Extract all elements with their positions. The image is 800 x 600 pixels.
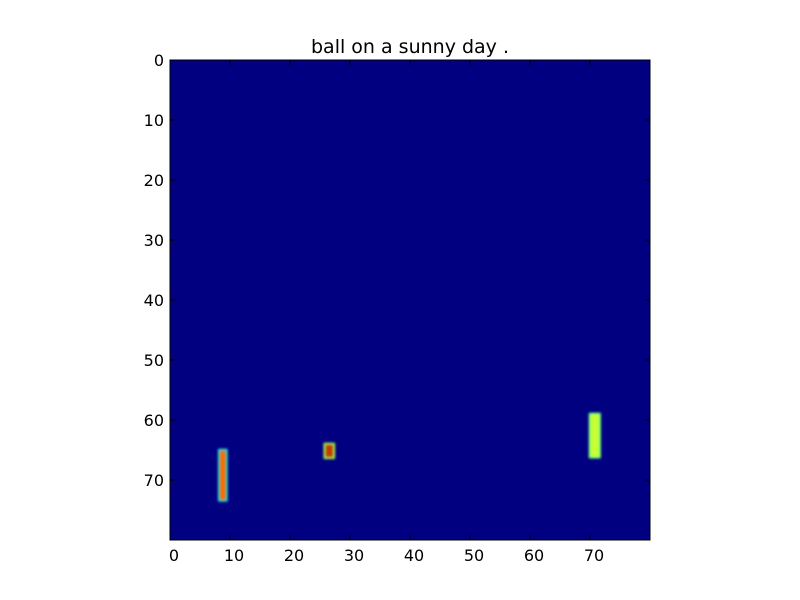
x-tick-label: 10 — [224, 546, 244, 565]
heatmap-blob-middle-bar — [323, 442, 335, 459]
y-axis: 0 10 20 30 40 50 60 70 — [144, 51, 650, 490]
x-tick-label: 50 — [464, 546, 484, 565]
y-tick-label: 40 — [144, 291, 164, 310]
y-tick-label: 70 — [144, 471, 164, 490]
y-tick-label: 50 — [144, 351, 164, 370]
y-tick-label: 0 — [154, 51, 164, 70]
y-tick-label: 60 — [144, 411, 164, 430]
blob-core — [220, 450, 226, 500]
y-tick-label: 30 — [144, 231, 164, 250]
x-tick-label: 30 — [344, 546, 364, 565]
y-tick-label: 10 — [144, 111, 164, 130]
x-tick-label: 40 — [404, 546, 424, 565]
blob-core — [590, 414, 599, 457]
x-tick-label: 60 — [524, 546, 544, 565]
chart-title: ball on a sunny day . — [311, 36, 509, 58]
x-tick-label: 0 — [169, 546, 179, 565]
x-tick-label: 20 — [284, 546, 304, 565]
y-tick-label: 20 — [144, 171, 164, 190]
plot-background — [170, 60, 650, 540]
heatmap-blob-right-bar — [588, 412, 601, 459]
heatmap-blob-left-bar — [218, 448, 228, 502]
heatmap-blobs — [218, 412, 601, 502]
x-axis: 0 10 20 30 40 50 60 70 — [169, 60, 604, 565]
x-tick-label: 70 — [584, 546, 604, 565]
blob-core — [325, 444, 333, 457]
